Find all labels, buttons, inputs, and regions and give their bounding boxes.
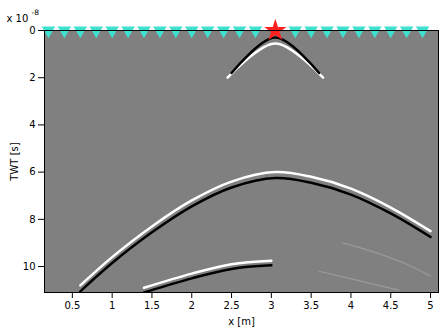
- svg-text:1: 1: [109, 300, 115, 311]
- svg-text:4: 4: [29, 119, 35, 130]
- svg-text:0: 0: [29, 25, 35, 36]
- svg-text:-8: -8: [32, 8, 40, 17]
- svg-text:1.5: 1.5: [144, 300, 160, 311]
- svg-text:2: 2: [29, 72, 35, 83]
- svg-text:0.5: 0.5: [64, 300, 80, 311]
- svg-text:5: 5: [427, 300, 433, 311]
- svg-text:x 10: x 10: [7, 13, 29, 24]
- svg-text:10: 10: [23, 261, 36, 272]
- svg-text:4: 4: [348, 300, 354, 311]
- svg-text:6: 6: [29, 166, 35, 177]
- svg-text:8: 8: [29, 214, 35, 225]
- svg-text:3: 3: [268, 300, 274, 311]
- svg-text:2.5: 2.5: [224, 300, 240, 311]
- svg-text:3.5: 3.5: [303, 300, 319, 311]
- svg-text:TWT [s]: TWT [s]: [9, 142, 20, 181]
- svg-text:x [m]: x [m]: [228, 316, 255, 327]
- svg-text:2: 2: [189, 300, 195, 311]
- svg-text:4.5: 4.5: [383, 300, 399, 311]
